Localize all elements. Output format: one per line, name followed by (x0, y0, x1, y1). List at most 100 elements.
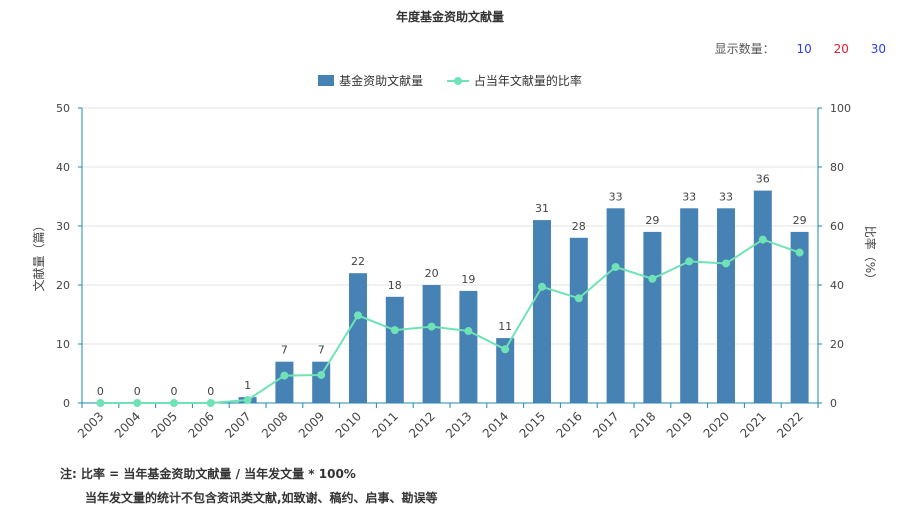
bar-data-label: 18 (388, 279, 402, 292)
chart-legend: 基金资助文献量 占当年文献量的比率 (0, 72, 900, 89)
display-count-option-30[interactable]: 30 (870, 42, 886, 56)
bar-2008 (275, 361, 294, 403)
x-tick-label: 2010 (333, 409, 364, 440)
ratio-point-2004 (133, 399, 142, 407)
note-exclusion: 当年发文量的统计不包含资讯类文献,如致谢、稿约、启事、勘误等 (85, 491, 438, 505)
x-tick-label: 2018 (627, 409, 658, 440)
ratio-line (100, 238, 800, 404)
ratio-point-2005 (170, 399, 178, 407)
x-tick-label: 2021 (737, 409, 768, 440)
bar-data-label: 11 (498, 320, 512, 333)
y-tick-label-left: 30 (56, 220, 70, 233)
display-count-selector: 显示数量： 10 20 30 (715, 40, 886, 57)
x-tick-label: 2012 (406, 409, 437, 440)
ratio-point-2017 (611, 263, 620, 272)
x-tick-label: 2011 (369, 409, 400, 440)
y-tick-label-right: 40 (830, 279, 844, 292)
bar-data-label: 0 (134, 385, 141, 398)
bar-data-label: 20 (425, 267, 439, 280)
bar-data-label: 33 (609, 190, 623, 203)
x-tick-label: 2005 (149, 409, 180, 440)
bar-2013 (459, 290, 478, 403)
ratio-point-2010 (354, 311, 362, 320)
bar-2019 (680, 208, 699, 403)
bar-2018 (643, 231, 662, 403)
bar-data-label: 0 (207, 385, 214, 398)
ratio-point-2012 (427, 322, 436, 331)
display-count-option-20[interactable]: 20 (833, 42, 849, 56)
chart-notes: 注: 比率 = 当年基金资助文献量 / 当年发文量 * 100% 当年发文量的统… (60, 462, 438, 510)
y-axis-title-right: 比率（%） (863, 226, 878, 285)
bar-2011 (385, 296, 404, 403)
bar-data-label: 0 (97, 385, 104, 398)
x-tick-label: 2017 (590, 409, 621, 440)
legend-item-bar[interactable]: 基金资助文献量 (318, 72, 423, 89)
ratio-point-2019 (685, 257, 694, 266)
ratio-point-2015 (538, 282, 546, 291)
y-tick-label-left: 40 (56, 161, 70, 174)
x-tick-label: 2022 (774, 409, 805, 440)
y-tick-label-right: 80 (830, 161, 844, 174)
bar-2015 (533, 220, 551, 403)
ratio-point-2011 (390, 326, 399, 335)
y-tick-label-right: 20 (830, 338, 844, 351)
y-tick-label-left: 20 (56, 279, 70, 292)
bar-2016 (569, 237, 588, 403)
y-axis-title-left: 文献量（篇） (31, 219, 46, 291)
bar-data-label: 7 (318, 344, 325, 357)
x-tick-label: 2004 (112, 409, 143, 440)
bar-2017 (606, 208, 625, 403)
ratio-point-2013 (464, 327, 473, 336)
ratio-point-2020 (722, 259, 730, 268)
x-tick-label: 2009 (296, 409, 327, 440)
bar-2021 (753, 190, 772, 403)
bar-data-label: 1 (244, 379, 251, 392)
bar-data-label: 33 (682, 190, 696, 203)
bar-data-label: 36 (756, 173, 770, 186)
legend-line-label: 占当年文献量的比率 (473, 74, 582, 88)
x-tick-label: 2016 (553, 409, 584, 440)
x-tick-label: 2013 (443, 409, 474, 440)
bar-data-label: 28 (572, 220, 586, 233)
x-tick-label: 2014 (480, 409, 511, 440)
bar-2012 (422, 285, 441, 403)
bar-data-label: 33 (719, 190, 733, 203)
bar-2022 (790, 231, 809, 403)
bar-data-label: 19 (461, 273, 475, 286)
bar-data-label: 22 (351, 255, 365, 268)
legend-item-line[interactable]: 占当年文献量的比率 (446, 72, 582, 89)
x-tick-label: 2007 (222, 409, 253, 440)
ratio-point-2007 (243, 396, 252, 405)
display-count-option-10[interactable]: 10 (796, 42, 812, 56)
ratio-point-2006 (206, 399, 215, 407)
y-tick-label-left: 0 (63, 397, 70, 410)
y-tick-label-right: 0 (830, 397, 837, 410)
x-tick-label: 2008 (259, 409, 290, 440)
y-tick-label-right: 60 (830, 220, 844, 233)
y-tick-label-left: 10 (56, 338, 70, 351)
chart-title: 年度基金资助文献量 (395, 10, 504, 24)
bar-data-label: 29 (793, 214, 807, 227)
y-tick-label-right: 100 (830, 102, 851, 115)
legend-bar-swatch (318, 75, 335, 86)
bar-data-label: 29 (645, 214, 659, 227)
ratio-point-2022 (795, 248, 804, 257)
ratio-point-2009 (317, 370, 326, 379)
display-count-label: 显示数量： (714, 42, 775, 56)
ratio-point-2008 (280, 371, 289, 380)
ratio-point-2016 (574, 294, 583, 303)
ratio-point-2018 (648, 274, 657, 283)
legend-bar-label: 基金资助文献量 (339, 74, 424, 88)
x-tick-label: 2015 (517, 409, 548, 440)
bar-2020 (717, 208, 735, 403)
bar-data-label: 31 (535, 202, 549, 215)
bar-2014 (496, 338, 515, 403)
bar-2009 (312, 361, 331, 403)
y-tick-label-left: 50 (56, 102, 70, 115)
x-tick-label: 2006 (185, 409, 216, 440)
bar-data-label: 7 (281, 344, 288, 357)
x-tick-label: 2003 (75, 409, 106, 440)
legend-line-swatch (446, 75, 469, 87)
ratio-point-2021 (758, 235, 767, 244)
